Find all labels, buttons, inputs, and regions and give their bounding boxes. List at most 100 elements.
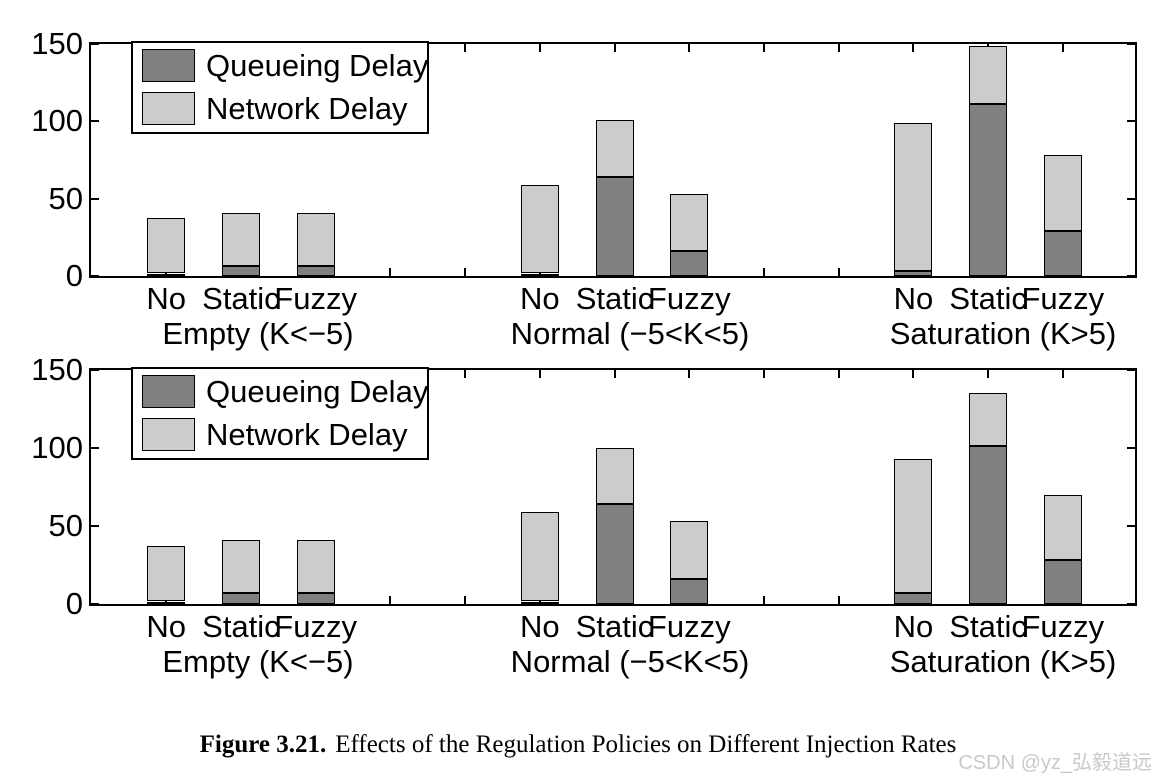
- y-tick-label: 150: [31, 352, 83, 387]
- legend-entry-queueing: Queueing Delay: [133, 371, 429, 412]
- plot-frame: [89, 42, 1137, 278]
- bar-network-segment: [520, 511, 559, 602]
- bar-network-segment: [296, 540, 335, 594]
- bar-queueing-segment: [894, 271, 933, 276]
- bar-queueing-segment: [147, 273, 186, 276]
- bar-queueing-segment: [520, 273, 559, 276]
- y-tick-mark: [91, 275, 99, 277]
- legend-entry-network: Network Delay: [133, 414, 427, 455]
- legend-label-network: Network Delay: [206, 417, 408, 452]
- bar-network-segment: [147, 546, 186, 602]
- x-tick-label: Static: [202, 609, 280, 644]
- x-tick-label: Static: [575, 609, 654, 644]
- watermark: CSDN @yz_弘毅道远: [958, 752, 1152, 774]
- x-tick-label: Static: [949, 281, 1027, 316]
- group-label: Empty (K<−5): [162, 644, 354, 679]
- x-tick-mark: [1061, 44, 1064, 52]
- y-tick-label: 100: [31, 430, 83, 465]
- bar-network-segment: [894, 122, 933, 272]
- x-tick-label: No: [146, 609, 187, 644]
- x-tick-label: No: [519, 281, 560, 316]
- y-tick-mark: [1127, 603, 1135, 605]
- queueing-delay-swatch: [142, 375, 195, 408]
- bar-queueing-segment: [894, 593, 933, 604]
- queueing-delay-swatch: [142, 49, 195, 82]
- y-tick-mark: [91, 197, 99, 200]
- x-tick-label: Static: [949, 609, 1027, 644]
- x-tick-label: Static: [202, 281, 280, 316]
- bar-network-segment: [969, 45, 1008, 105]
- x-tick-mark: [837, 44, 840, 52]
- top-chart-legend: Queueing Delay Network Delay: [131, 41, 429, 134]
- x-tick-label: Fuzzy: [274, 609, 357, 644]
- bar-queueing-segment: [147, 601, 186, 604]
- group-label: Normal (−5<K<5): [510, 644, 750, 679]
- y-tick-label: 100: [31, 103, 83, 139]
- plot-frame: [89, 368, 1137, 606]
- bar-network-segment: [147, 217, 186, 274]
- legend-label-queueing: Queueing Delay: [206, 374, 429, 409]
- x-tick-mark: [464, 596, 467, 604]
- y-tick-mark: [1127, 197, 1135, 200]
- bar-network-segment: [670, 521, 709, 580]
- group-label: Saturation (K>5): [889, 644, 1117, 679]
- bar-network-segment: [670, 194, 709, 252]
- bar-queueing-segment: [1043, 560, 1082, 604]
- x-tick-mark: [762, 44, 765, 52]
- bar-network-segment: [1043, 155, 1082, 232]
- bar-network-segment: [969, 393, 1008, 447]
- bar-network-segment: [296, 212, 335, 266]
- x-tick-mark: [762, 596, 765, 604]
- x-tick-mark: [912, 44, 915, 52]
- x-tick-mark: [613, 370, 616, 378]
- x-tick-label: No: [893, 609, 934, 644]
- y-tick-label: 0: [65, 586, 83, 621]
- x-tick-label: No: [893, 281, 934, 316]
- x-tick-label: Static: [575, 281, 654, 316]
- figure-number: Figure 3.21.: [199, 731, 327, 758]
- x-tick-mark: [837, 268, 840, 276]
- figure-caption: Figure 3.21. Effects of the Regulation Po…: [0, 731, 1156, 759]
- x-tick-mark: [389, 268, 392, 276]
- bar-network-segment: [1043, 494, 1082, 561]
- bottom-chart-legend: Queueing Delay Network Delay: [131, 367, 429, 460]
- bar-network-segment: [894, 458, 933, 594]
- bar-network-segment: [595, 119, 634, 177]
- y-tick-mark: [91, 369, 99, 371]
- legend-label-queueing: Queueing Delay: [206, 48, 429, 83]
- y-tick-label: 50: [48, 508, 83, 543]
- x-tick-label: Fuzzy: [1021, 281, 1105, 316]
- group-label: Saturation (K>5): [889, 316, 1117, 351]
- x-tick-mark: [538, 370, 541, 378]
- x-tick-mark: [987, 370, 990, 378]
- y-tick-mark: [91, 120, 99, 123]
- group-label: Empty (K<−5): [162, 316, 354, 351]
- bar-queueing-segment: [595, 177, 634, 276]
- x-tick-mark: [1061, 370, 1064, 378]
- y-tick-mark: [1127, 369, 1135, 371]
- y-tick-mark: [1127, 525, 1135, 527]
- y-tick-label: 150: [31, 26, 83, 61]
- x-tick-label: Fuzzy: [1021, 609, 1105, 644]
- bar-queueing-segment: [1043, 231, 1082, 276]
- x-tick-mark: [762, 370, 765, 378]
- x-tick-mark: [613, 44, 616, 52]
- figure-caption-text: Effects of the Regulation Policies on Di…: [335, 731, 957, 758]
- y-tick-mark: [91, 525, 99, 527]
- bar-queueing-segment: [296, 265, 335, 276]
- x-tick-mark: [762, 268, 765, 276]
- bar-network-segment: [520, 185, 559, 274]
- legend-entry-queueing: Queueing Delay: [133, 45, 429, 86]
- bar-network-segment: [595, 448, 634, 505]
- bar-queueing-segment: [670, 579, 709, 604]
- y-tick-label: 0: [65, 258, 83, 293]
- bar-queueing-segment: [221, 593, 260, 604]
- network-delay-swatch: [142, 418, 195, 451]
- x-tick-label: Fuzzy: [274, 281, 357, 316]
- x-tick-label: Fuzzy: [647, 281, 731, 316]
- group-label: Normal (−5<K<5): [510, 316, 750, 351]
- x-tick-mark: [688, 370, 691, 378]
- x-tick-label: No: [146, 281, 187, 316]
- network-delay-swatch: [142, 92, 195, 125]
- bar-queueing-segment: [221, 265, 260, 276]
